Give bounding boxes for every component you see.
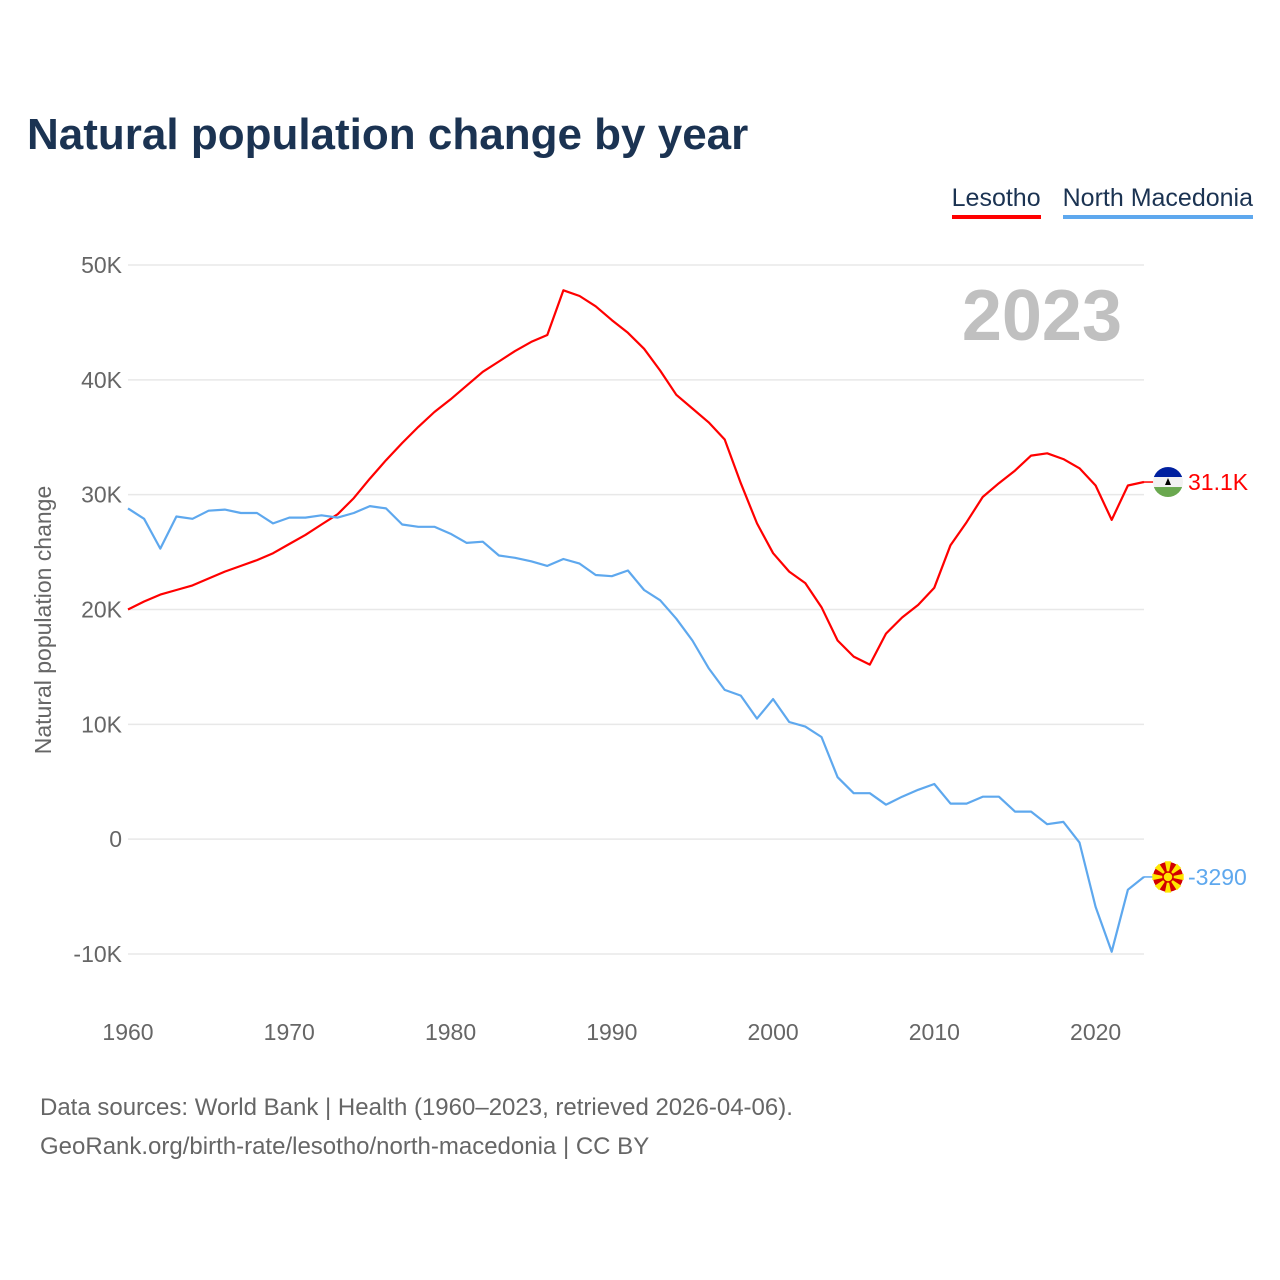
source-link[interactable]: GeoRank.org/birth-rate/lesotho/north-mac… (40, 1133, 650, 1160)
end-value-label: 31.1K (1188, 469, 1249, 495)
page-title: Natural population change by year (27, 110, 749, 159)
x-tick-label: 1990 (586, 1019, 637, 1045)
footer: Data sources: World Bank | Health (1960–… (40, 1088, 793, 1166)
x-tick-label: 1960 (102, 1019, 153, 1045)
y-tick-label: 40K (81, 367, 123, 393)
y-tick-label: 20K (81, 597, 123, 623)
legend: Lesotho North Macedonia (951, 184, 1253, 219)
y-tick-label: 0 (109, 826, 122, 852)
x-tick-label: 2020 (1070, 1019, 1121, 1045)
legend-item-north-macedonia[interactable]: North Macedonia (1062, 184, 1253, 219)
legend-item-lesotho[interactable]: Lesotho (951, 184, 1041, 219)
x-tick-label: 2010 (909, 1019, 960, 1045)
data-source: Data sources: World Bank | Health (1960–… (40, 1094, 793, 1121)
y-tick-label: 30K (81, 482, 123, 508)
end-value-label: -3290 (1188, 864, 1247, 890)
lesotho-flag-icon (1153, 467, 1183, 498)
series-line-north-macedonia[interactable] (127, 505, 1145, 953)
x-tick-label: 1980 (425, 1019, 476, 1045)
year-watermark: 2023 (962, 276, 1122, 356)
series-line-lesotho[interactable] (127, 289, 1145, 666)
x-tick-label: 1970 (264, 1019, 315, 1045)
y-axis-label: Natural population change (30, 486, 56, 755)
y-tick-label: 10K (81, 711, 123, 737)
y-tick-label: -10K (73, 941, 122, 967)
north-macedonia-flag-icon (1152, 861, 1184, 893)
y-tick-label: 50K (81, 252, 123, 278)
x-tick-label: 2000 (747, 1019, 798, 1045)
